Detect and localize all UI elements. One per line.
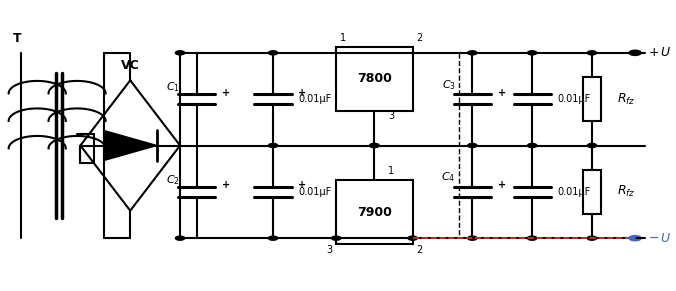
Bar (336, 180, 412, 244)
Text: +: + (222, 88, 230, 97)
Text: VC: VC (121, 59, 140, 72)
Text: T: T (13, 32, 22, 45)
Text: 1: 1 (388, 166, 394, 176)
Text: 0.01μF: 0.01μF (298, 94, 331, 104)
Text: +: + (298, 88, 306, 97)
Text: 2: 2 (416, 33, 422, 43)
Circle shape (587, 51, 597, 55)
Circle shape (370, 143, 379, 148)
Bar (583, 77, 601, 121)
Text: 3: 3 (388, 111, 394, 121)
Text: $+\,U$: $+\,U$ (648, 46, 672, 59)
Text: +: + (222, 180, 230, 190)
Text: 7900: 7900 (357, 206, 392, 219)
Circle shape (268, 143, 278, 148)
Polygon shape (103, 130, 157, 161)
Text: 0.01μF: 0.01μF (298, 187, 331, 197)
Text: +: + (298, 180, 306, 190)
Text: $R_{fz}$: $R_{fz}$ (617, 184, 635, 199)
Circle shape (629, 236, 641, 241)
Bar (583, 170, 601, 214)
Circle shape (268, 236, 278, 240)
Text: +: + (498, 88, 506, 97)
Circle shape (527, 236, 537, 240)
Text: 0.01μF: 0.01μF (558, 94, 591, 104)
Text: 3: 3 (327, 245, 333, 255)
Text: 7800: 7800 (357, 72, 392, 85)
Circle shape (527, 143, 537, 148)
Circle shape (408, 236, 417, 240)
Text: $C_3$: $C_3$ (441, 78, 456, 92)
Circle shape (527, 51, 537, 55)
Circle shape (468, 236, 477, 240)
Text: $-\,U$: $-\,U$ (648, 232, 672, 245)
Text: 2: 2 (416, 245, 422, 255)
Circle shape (468, 143, 477, 148)
Circle shape (587, 143, 597, 148)
Text: 0.01μF: 0.01μF (558, 187, 591, 197)
Circle shape (587, 236, 597, 240)
Text: $R_{fz}$: $R_{fz}$ (617, 92, 635, 107)
Circle shape (175, 236, 185, 240)
Circle shape (175, 51, 185, 55)
Circle shape (370, 143, 379, 148)
Text: $C_2$: $C_2$ (166, 173, 180, 187)
Circle shape (331, 236, 341, 240)
Text: $C_1$: $C_1$ (166, 81, 180, 95)
Text: +: + (498, 180, 506, 190)
Circle shape (468, 51, 477, 55)
Circle shape (629, 50, 641, 55)
Bar (336, 47, 412, 111)
Circle shape (268, 51, 278, 55)
Text: $C_4$: $C_4$ (441, 171, 456, 184)
Text: 1: 1 (340, 33, 346, 43)
